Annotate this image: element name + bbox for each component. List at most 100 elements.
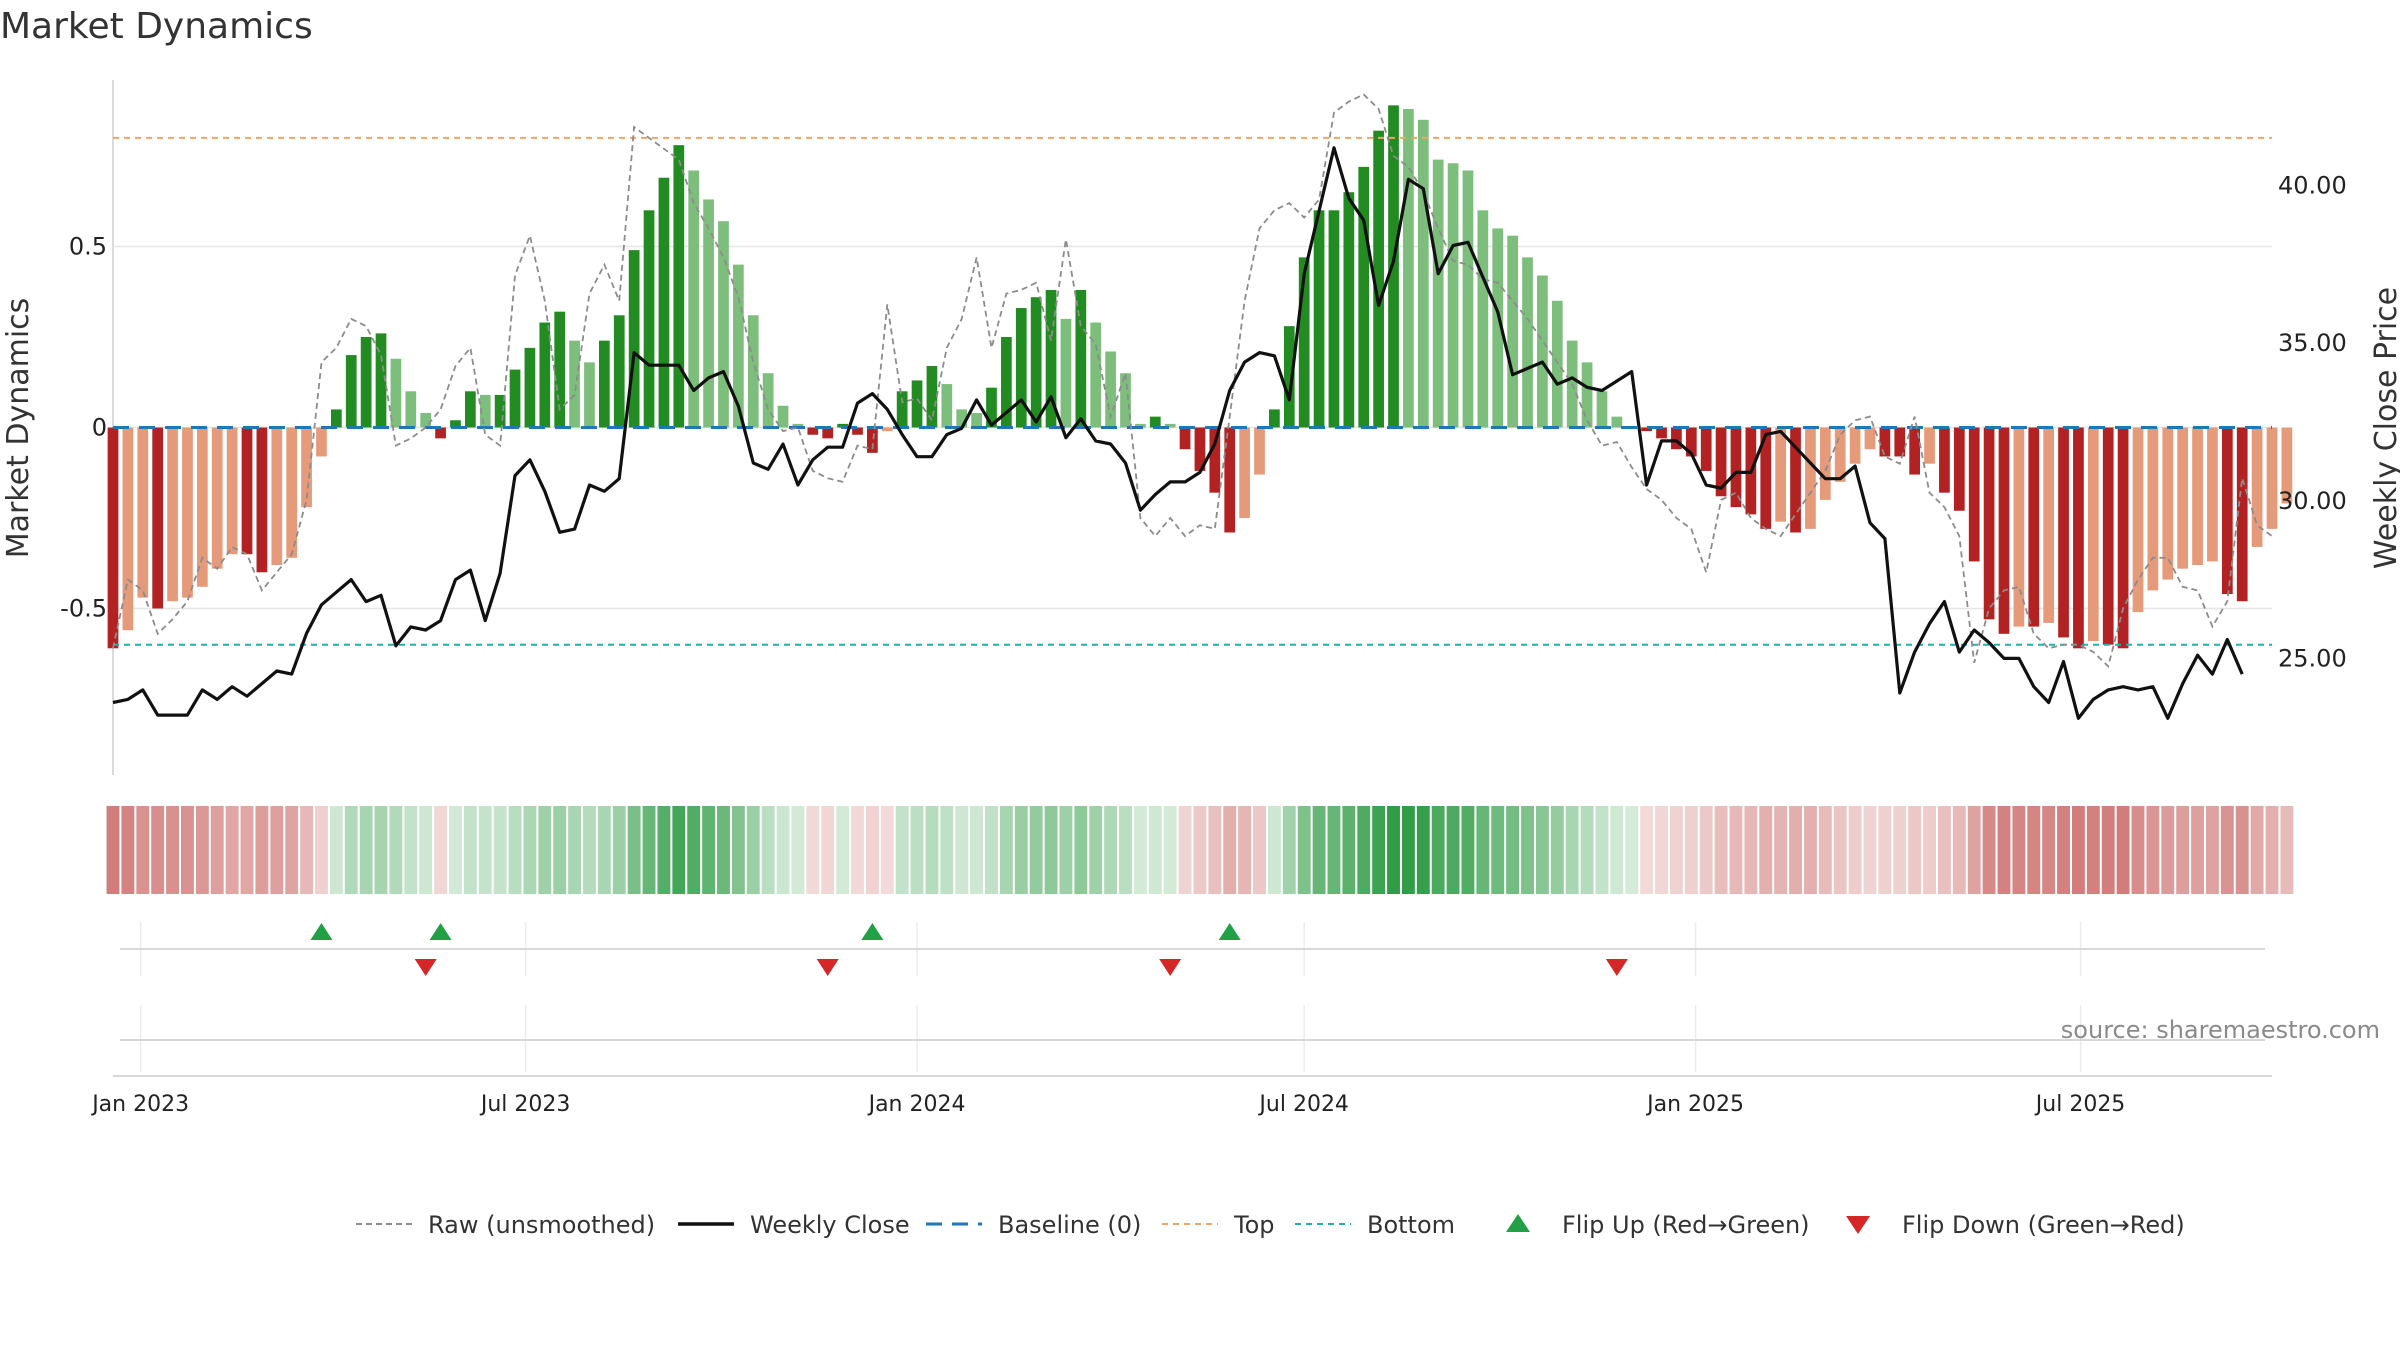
heat-cell (389, 806, 403, 894)
raw-unsmoothed-line (112, 93, 2273, 669)
dynamics-bar (1879, 427, 1891, 457)
dynamics-bar (1269, 409, 1280, 428)
dynamics-bar (1596, 391, 1608, 428)
dynamics-bar (494, 394, 506, 428)
heat-cell (1029, 806, 1043, 894)
heat-cell (1908, 806, 1922, 894)
dynamics-bar (241, 427, 253, 555)
dynamics-bar (1998, 427, 2010, 634)
heat-cell (2250, 806, 2264, 894)
dynamics-bar (2162, 427, 2174, 580)
dynamics-bar (1537, 275, 1548, 428)
dynamics-bar (1179, 427, 1191, 450)
flip-up-marker (310, 923, 333, 940)
heat-cell (106, 806, 120, 894)
dynamics-bar (524, 347, 536, 428)
dynamics-bar (2132, 427, 2144, 613)
dynamics-bar (211, 427, 223, 569)
dynamics-bar (2221, 427, 2233, 595)
heat-cell (1297, 806, 1311, 894)
dynamics-bar (390, 358, 402, 428)
heat-cell (1684, 806, 1698, 894)
heat-cell (955, 806, 969, 894)
dynamics-bar (2087, 427, 2099, 642)
heat-cell (136, 806, 150, 894)
dynamics-bar (152, 427, 164, 609)
heat-cell (1357, 806, 1371, 894)
heat-cell (374, 806, 388, 894)
dynamics-bar (584, 362, 595, 428)
dynamics-bar (1641, 427, 1652, 432)
legend-flip-down-swatch (1846, 1216, 1870, 1234)
source-note: source: sharemaestro.com (2061, 1016, 2380, 1044)
dynamics-bar (1283, 326, 1295, 428)
dynamics-bar (747, 315, 759, 428)
heat-cell (1104, 806, 1118, 894)
dynamics-bar (1715, 427, 1727, 497)
dynamics-bar (1298, 257, 1310, 428)
reference-lines (113, 136, 2272, 646)
heat-cell (1774, 806, 1788, 894)
heat-cell (2280, 806, 2294, 894)
dynamics-bar (107, 427, 119, 649)
dynamics-bar (122, 427, 134, 631)
dynamics-bar (1164, 423, 1176, 428)
heat-cell (1476, 806, 1490, 894)
dynamics-bar (1611, 416, 1623, 428)
date-tick-label: Jan 2025 (1645, 1092, 1744, 1117)
heat-cell (1640, 806, 1654, 894)
chart-title: Market Dynamics (0, 6, 313, 47)
dynamics-bar (1313, 210, 1325, 428)
heat-cell (300, 806, 314, 894)
heat-cell (1208, 806, 1222, 894)
heat-cell (1446, 806, 1460, 894)
dynamics-bar (867, 427, 878, 453)
dynamics-bar (1417, 119, 1429, 428)
dynamics-bar (1403, 108, 1414, 428)
dynamics-bar (2207, 427, 2218, 562)
heat-cell (344, 806, 358, 894)
heat-cell (1967, 806, 1981, 894)
heat-cell (166, 806, 180, 894)
legend-flip-up-swatch (1506, 1214, 1530, 1232)
dynamics-bar (360, 337, 372, 428)
heat-cell (1014, 806, 1028, 894)
dynamics-bar (1135, 423, 1146, 428)
heat-cell (985, 806, 998, 894)
heat-cell (806, 806, 820, 894)
heat-cell (225, 806, 239, 894)
dynamics-bar (569, 340, 580, 428)
heat-cell (836, 806, 850, 894)
dynamics-bar (822, 427, 834, 439)
dynamics-bar (316, 427, 327, 457)
dynamics-bar (1685, 427, 1697, 457)
heat-cell (2161, 806, 2175, 894)
dynamics-bar (435, 427, 446, 439)
dynamics-bar (1477, 210, 1489, 428)
left-y-ticks: -0.5 0 0.5 (60, 233, 107, 623)
right-y-axis-label: Weekly Close Price (2369, 287, 2400, 569)
dynamics-bar (1983, 427, 1995, 620)
dynamics-bar (2177, 427, 2189, 569)
dynamics-bar (1760, 427, 1772, 529)
heat-cell (434, 806, 448, 894)
left-y-axis-label: Market Dynamics (1, 298, 36, 559)
right-y-tick-label: 30.00 (2278, 487, 2347, 515)
dynamics-bar (1492, 228, 1504, 428)
dynamics-bar (2266, 427, 2278, 529)
dynamics-bar (464, 391, 476, 428)
dynamics-bar (926, 365, 938, 428)
heat-cell (612, 806, 626, 894)
dynamics-bar (182, 427, 193, 598)
dynamics-bar (1939, 427, 1950, 493)
heat-cell (1580, 806, 1594, 894)
dynamics-bar (226, 427, 238, 555)
dynamics-bar (598, 340, 610, 428)
gridlines (113, 245, 2272, 1072)
dynamics-bar (1432, 159, 1444, 428)
legend-label: Bottom (1367, 1211, 1455, 1239)
dynamics-bar (1819, 427, 1831, 500)
heat-cell (1253, 806, 1266, 894)
heat-cell (1282, 806, 1296, 894)
heat-cell (359, 806, 373, 894)
